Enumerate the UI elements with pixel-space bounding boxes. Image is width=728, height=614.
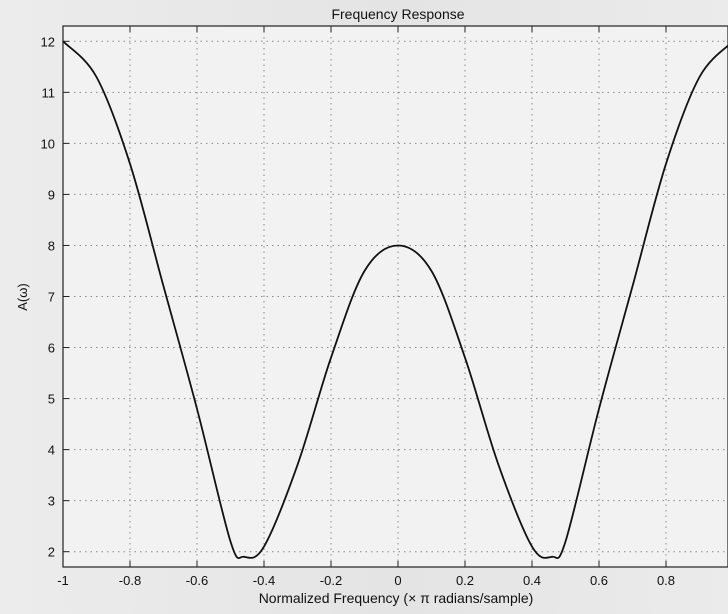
y-tick-label: 12 <box>41 34 55 49</box>
y-tick-label: 2 <box>48 545 55 560</box>
y-tick-label: 6 <box>48 341 55 356</box>
x-tick-label: -0.2 <box>320 573 342 588</box>
axis-ticks <box>62 26 667 567</box>
y-tick-label: 7 <box>48 290 55 305</box>
y-tick-label: 3 <box>48 494 55 509</box>
frequency-response-curve <box>62 40 728 559</box>
x-tick-label: 0 <box>394 573 401 588</box>
x-tick-labels: -1 -0.8 -0.6 -0.4 -0.2 0 0.2 0.4 0.6 0.8 <box>57 573 675 588</box>
y-tick-label: 8 <box>48 238 55 253</box>
x-tick-label: -1 <box>57 573 69 588</box>
y-tick-label: 9 <box>48 187 55 202</box>
grid-lines <box>63 26 728 567</box>
y-axis-label: A(ω) <box>15 283 30 310</box>
y-tick-label: 10 <box>41 136 55 151</box>
x-tick-label: 0.4 <box>523 573 541 588</box>
x-tick-label: -0.6 <box>186 573 208 588</box>
chart-title: Frequency Response <box>331 6 464 22</box>
x-tick-label: 0.8 <box>657 573 675 588</box>
x-axis-label: Normalized Frequency (× π radians/sample… <box>259 590 534 606</box>
x-tick-label: 0.6 <box>590 573 608 588</box>
y-tick-label: 11 <box>42 85 56 100</box>
y-tick-label: 4 <box>48 443 55 458</box>
x-tick-label: 0.2 <box>456 573 474 588</box>
y-tick-label: 5 <box>48 392 55 407</box>
x-tick-label: -0.4 <box>253 573 275 588</box>
x-tick-label: -0.8 <box>119 573 141 588</box>
y-tick-labels: 2 3 4 5 6 7 8 9 10 11 12 <box>41 34 55 559</box>
